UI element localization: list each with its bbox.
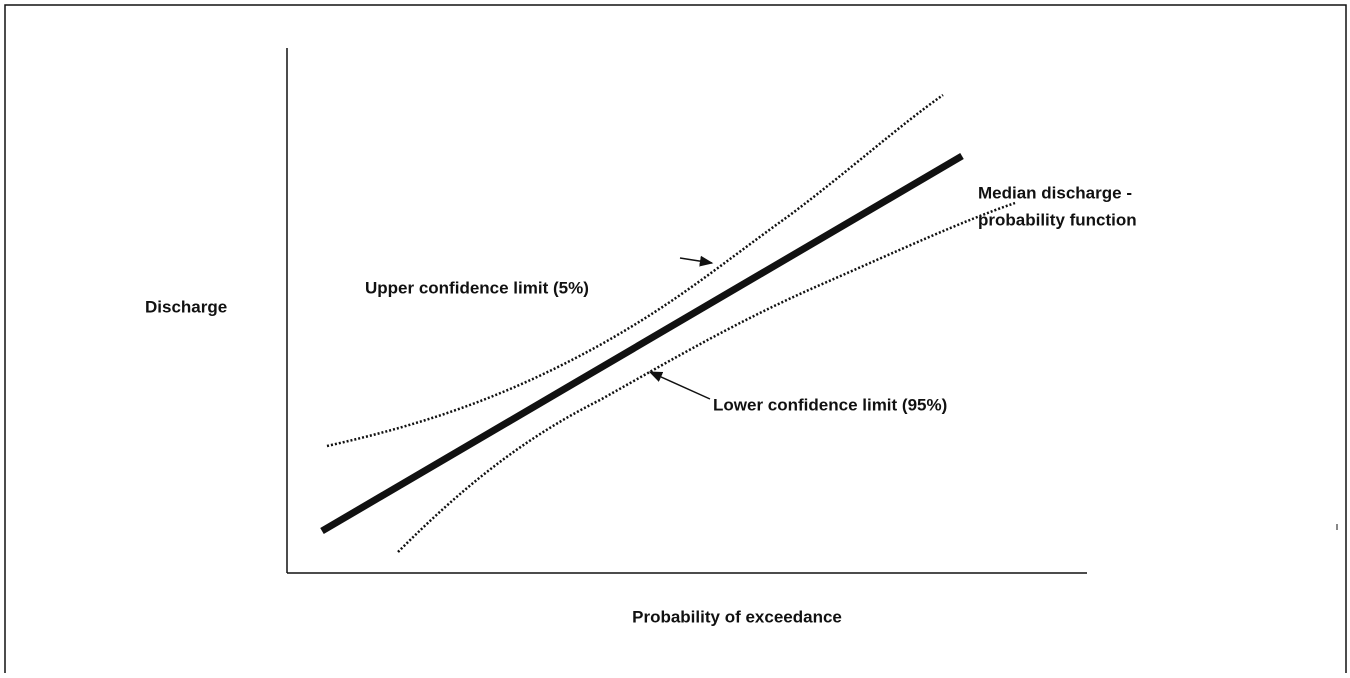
frame xyxy=(4,4,1347,673)
lower-limit-curve xyxy=(397,201,1016,553)
upper-label: Upper confidence limit (5%) xyxy=(365,278,589,297)
median-label: Median discharge - xyxy=(978,183,1132,202)
lower-arrow xyxy=(648,371,711,400)
upper-arrow xyxy=(679,255,714,267)
median-label: probability function xyxy=(978,210,1137,229)
upper-limit-curve xyxy=(326,93,944,448)
lower-label: Lower confidence limit (95%) xyxy=(713,395,947,414)
x-axis-label: Probability of exceedance xyxy=(632,607,842,626)
y-axis-label: Discharge xyxy=(145,297,227,316)
median-line xyxy=(320,152,964,535)
